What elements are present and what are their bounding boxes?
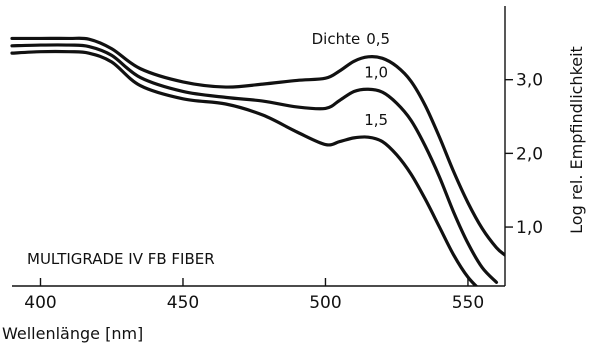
y-tick-label: 2,0	[516, 144, 543, 164]
x-tick-label: 500	[309, 293, 341, 313]
x-tick-label: 450	[167, 293, 199, 313]
series-label-3: 1,5	[364, 111, 388, 129]
y-tick-label: 1,0	[516, 218, 543, 238]
series-line-3	[10, 49, 479, 286]
x-tick-label: 550	[452, 293, 484, 313]
series-label-prefix: Dichte	[312, 30, 361, 48]
series-label-1: 0,5	[366, 30, 390, 48]
plot-frame	[12, 6, 506, 287]
inset-title: MULTIGRADE IV FB FIBER	[27, 250, 215, 268]
y-tick-label: 3,0	[516, 71, 543, 91]
series-label-2: 1,0	[364, 63, 388, 81]
series-line-2	[10, 43, 499, 284]
x-axis-title: Wellenlänge [nm]	[2, 324, 143, 343]
series-line-1	[10, 36, 505, 257]
series-layer	[10, 36, 505, 286]
x-axis-ticks: 400 450 500 550	[24, 278, 484, 313]
y-axis-ticks: 1,0 2,0 3,0	[505, 71, 543, 238]
x-tick-label: 400	[24, 293, 56, 313]
y-axis-title: Log rel. Empfindlichkeit	[567, 46, 586, 234]
